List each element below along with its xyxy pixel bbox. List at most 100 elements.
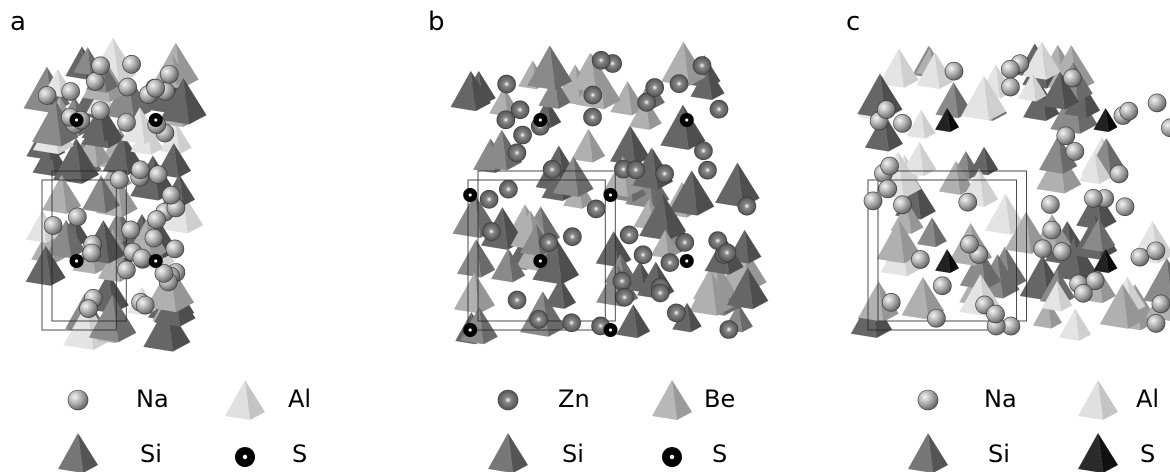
atom <box>911 250 930 269</box>
tetrahedron-face <box>610 80 632 116</box>
tetrahedron-face <box>58 433 83 472</box>
tetrahedron-face <box>76 138 100 184</box>
tetrahedron-face <box>935 249 951 273</box>
atom <box>719 320 739 339</box>
tetrahedron-face <box>25 245 51 286</box>
tetrahedron-face <box>1075 308 1092 341</box>
atom <box>91 56 110 76</box>
atom <box>154 264 174 283</box>
tetrahedron-face <box>686 302 702 333</box>
atom <box>539 233 558 252</box>
atom <box>1033 239 1053 259</box>
tetrahedron-face <box>938 160 961 195</box>
tetrahedron-face <box>183 77 207 125</box>
tetrahedron-face <box>1004 211 1032 254</box>
tetrahedron-face <box>112 294 137 343</box>
legend-label: S <box>712 440 727 468</box>
atom <box>960 234 979 254</box>
atom <box>1084 189 1103 208</box>
atom <box>1065 142 1085 161</box>
atom <box>1001 77 1020 97</box>
tetrahedron-face <box>173 143 192 178</box>
atom <box>1042 220 1062 240</box>
atom <box>43 216 63 235</box>
tetrahedron-face <box>922 276 945 320</box>
atom <box>583 107 602 127</box>
tetrahedron-face <box>453 272 480 314</box>
tetrahedron-face <box>1079 152 1100 185</box>
tetrahedron-face <box>1093 108 1109 132</box>
tetrahedron-face <box>595 231 619 267</box>
tetrahedron-face <box>665 229 680 259</box>
tetrahedron-face <box>1105 108 1118 132</box>
atom <box>161 185 181 205</box>
atom <box>1052 242 1072 262</box>
tetrahedron-face <box>907 201 924 234</box>
atom <box>482 222 501 241</box>
tetrahedron-face <box>225 380 250 420</box>
atom-s-center <box>154 259 158 263</box>
atom-s-center <box>75 118 79 122</box>
unit-cell <box>41 179 117 331</box>
tetrahedron-face <box>102 134 129 176</box>
atom <box>61 82 80 101</box>
atom <box>667 303 686 323</box>
tetrahedron-face <box>689 271 717 316</box>
tetrahedron-face <box>947 108 960 132</box>
atom-s-center <box>75 259 79 263</box>
tetrahedron-face <box>616 304 638 339</box>
atom <box>499 179 518 199</box>
tetrahedron-face <box>898 48 919 88</box>
tetrahedron-face <box>858 281 884 322</box>
atom <box>709 99 729 119</box>
atom <box>863 191 883 211</box>
legend-label: S <box>1140 440 1155 468</box>
atom <box>148 165 168 185</box>
tetrahedron-face <box>1078 433 1103 472</box>
atom <box>655 164 674 183</box>
legend-label: Be <box>704 385 735 413</box>
tetrahedron-face <box>452 193 481 239</box>
atom <box>497 74 516 94</box>
atom <box>132 248 152 268</box>
atom <box>496 110 516 130</box>
atom-s-center <box>154 118 158 122</box>
atom-s-center <box>685 259 689 263</box>
atom-s-center <box>538 118 542 122</box>
tetrahedron-face <box>672 380 692 420</box>
atom <box>698 160 717 180</box>
tetrahedron-face <box>474 272 495 314</box>
unit-cell <box>467 179 606 331</box>
tetrahedron-face <box>1041 41 1061 80</box>
tetrahedron-face <box>66 219 86 259</box>
atom <box>144 228 164 248</box>
tetrahedron-face <box>983 75 1007 121</box>
atom <box>165 239 185 259</box>
atom <box>37 86 57 105</box>
tetrahedron-face <box>650 229 669 259</box>
atom <box>944 61 964 81</box>
atom <box>933 276 952 296</box>
tetrahedron-face <box>883 113 903 152</box>
tetrahedron-face <box>632 148 658 190</box>
tetrahedron-face <box>1098 433 1118 472</box>
tetrahedron-face <box>897 151 922 199</box>
atom <box>1146 314 1166 333</box>
atom <box>135 295 155 315</box>
tetrahedron-face <box>25 210 47 243</box>
tetrahedron-face <box>979 168 999 208</box>
tetrahedron-face <box>479 306 498 345</box>
tetrahedron-face <box>489 87 508 117</box>
legend-label: Na <box>136 385 169 413</box>
tetrahedron-face <box>935 82 958 119</box>
atom <box>986 304 1005 324</box>
tetrahedron-face <box>744 229 762 264</box>
atom-s-center <box>468 193 472 197</box>
atom <box>1130 247 1150 267</box>
atom <box>67 389 89 411</box>
atom <box>507 290 527 310</box>
panel-label: a <box>10 7 26 37</box>
tetrahedron-face <box>245 380 265 420</box>
tetrahedron-face <box>32 100 62 147</box>
tetrahedron-face <box>1032 72 1047 102</box>
